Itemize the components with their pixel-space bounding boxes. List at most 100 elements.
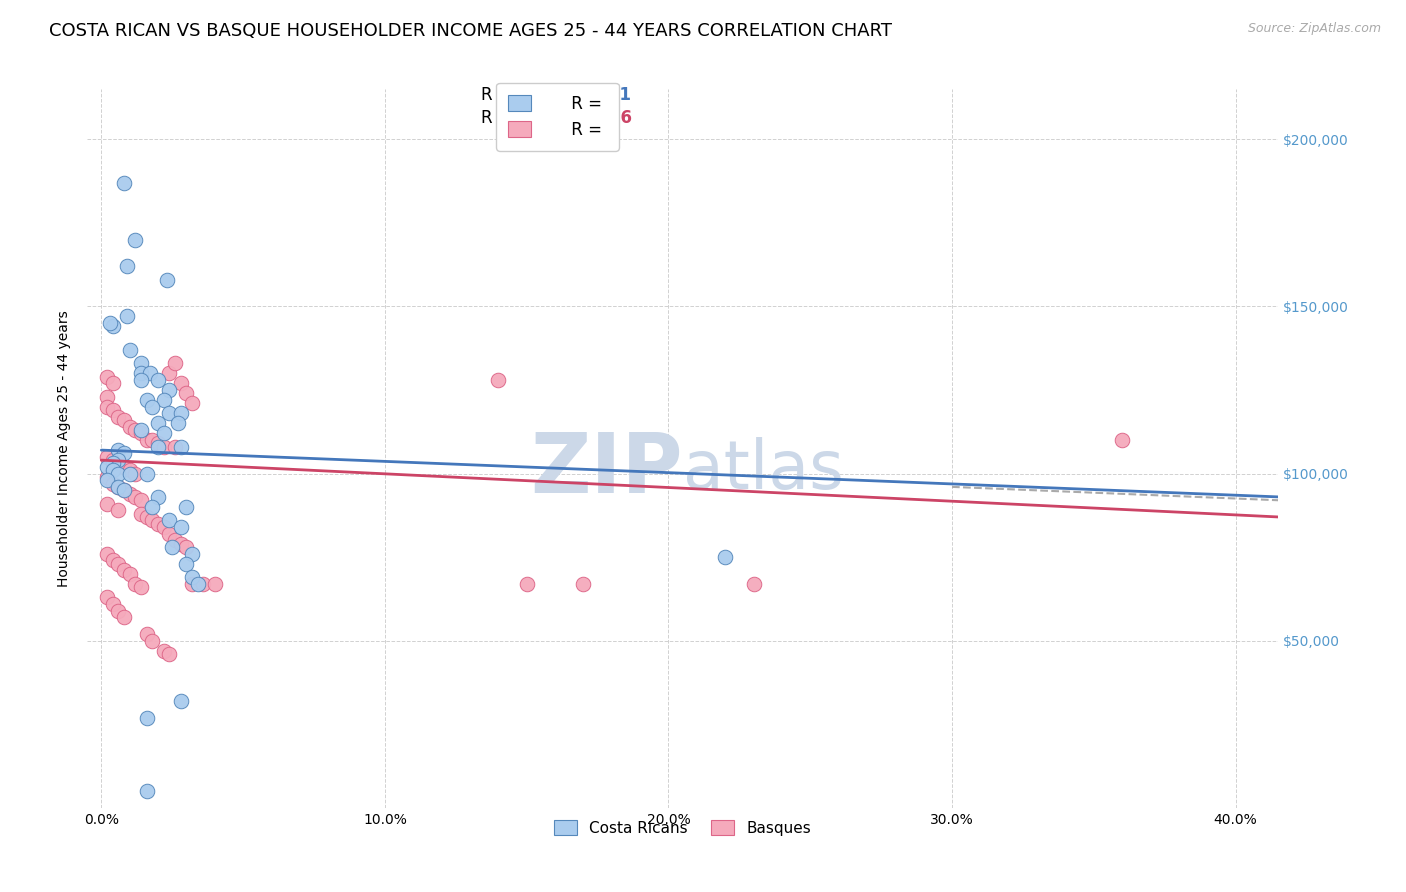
- Point: [107, 443, 129, 458]
- Point: [141, 500, 163, 514]
- Text: R =: R =: [481, 109, 517, 127]
- Point: [165, 533, 187, 548]
- Point: [170, 520, 193, 534]
- Point: [157, 366, 180, 380]
- Text: ZIP: ZIP: [530, 429, 683, 510]
- Point: [101, 453, 124, 467]
- Text: N =: N =: [583, 87, 620, 104]
- Point: [101, 476, 124, 491]
- Point: [118, 566, 141, 581]
- Point: [118, 463, 141, 477]
- Point: [129, 423, 152, 437]
- Point: [181, 396, 204, 410]
- Point: [176, 386, 198, 401]
- Point: [107, 503, 129, 517]
- Point: [170, 406, 193, 420]
- Point: [157, 526, 180, 541]
- Point: [96, 590, 118, 604]
- Point: [107, 467, 129, 481]
- Point: [101, 319, 124, 334]
- Point: [146, 373, 169, 387]
- Point: [572, 576, 595, 591]
- Text: 66: 66: [609, 109, 631, 127]
- Point: [96, 547, 118, 561]
- Point: [118, 467, 141, 481]
- Point: [101, 597, 124, 611]
- Point: [1111, 433, 1133, 447]
- Point: [107, 480, 129, 494]
- Point: [124, 467, 146, 481]
- Point: [170, 376, 193, 391]
- Point: [96, 459, 118, 474]
- Point: [170, 440, 193, 454]
- Point: [160, 540, 183, 554]
- Point: [742, 576, 765, 591]
- Point: [135, 710, 157, 724]
- Point: [101, 463, 124, 477]
- Point: [167, 417, 190, 431]
- Point: [176, 557, 198, 571]
- Point: [129, 373, 152, 387]
- Point: [118, 419, 141, 434]
- Point: [112, 483, 135, 498]
- Point: [135, 784, 157, 798]
- Point: [170, 537, 193, 551]
- Text: atlas: atlas: [683, 437, 844, 503]
- Point: [107, 453, 129, 467]
- Point: [157, 383, 180, 397]
- Point: [118, 343, 141, 357]
- Point: [129, 366, 152, 380]
- Point: [96, 473, 118, 487]
- Text: COSTA RICAN VS BASQUE HOUSEHOLDER INCOME AGES 25 - 44 YEARS CORRELATION CHART: COSTA RICAN VS BASQUE HOUSEHOLDER INCOME…: [49, 22, 893, 40]
- Point: [96, 470, 118, 484]
- Point: [516, 576, 538, 591]
- Point: [135, 392, 157, 407]
- Point: [138, 366, 160, 380]
- Point: [146, 436, 169, 450]
- Point: [204, 576, 226, 591]
- Point: [112, 563, 135, 577]
- Point: [112, 176, 135, 190]
- Point: [146, 490, 169, 504]
- Point: [112, 446, 135, 460]
- Point: [98, 316, 121, 330]
- Text: N =: N =: [583, 109, 620, 127]
- Point: [101, 376, 124, 391]
- Text: Source: ZipAtlas.com: Source: ZipAtlas.com: [1247, 22, 1381, 36]
- Point: [157, 513, 180, 527]
- Point: [129, 356, 152, 370]
- Point: [124, 423, 146, 437]
- Point: [118, 486, 141, 500]
- Point: [486, 373, 509, 387]
- Point: [146, 417, 169, 431]
- Legend: Costa Ricans, Basques: Costa Ricans, Basques: [547, 813, 818, 843]
- Point: [176, 500, 198, 514]
- Point: [107, 557, 129, 571]
- Point: [124, 233, 146, 247]
- Point: [107, 480, 129, 494]
- Point: [96, 497, 118, 511]
- Point: [101, 403, 124, 417]
- Point: [146, 440, 169, 454]
- Point: [152, 392, 174, 407]
- Point: [129, 493, 152, 508]
- Point: [112, 459, 135, 474]
- Point: [129, 426, 152, 441]
- Point: [96, 390, 118, 404]
- Point: [129, 507, 152, 521]
- Point: [181, 570, 204, 584]
- Point: [152, 520, 174, 534]
- Point: [115, 310, 138, 324]
- Point: [112, 483, 135, 498]
- Point: [135, 467, 157, 481]
- Point: [135, 510, 157, 524]
- Point: [152, 440, 174, 454]
- Point: [124, 490, 146, 504]
- Point: [141, 400, 163, 414]
- Point: [193, 576, 215, 591]
- Point: [187, 576, 209, 591]
- Point: [129, 580, 152, 594]
- Point: [124, 576, 146, 591]
- Y-axis label: Householder Income Ages 25 - 44 years: Householder Income Ages 25 - 44 years: [58, 310, 72, 587]
- Point: [157, 406, 180, 420]
